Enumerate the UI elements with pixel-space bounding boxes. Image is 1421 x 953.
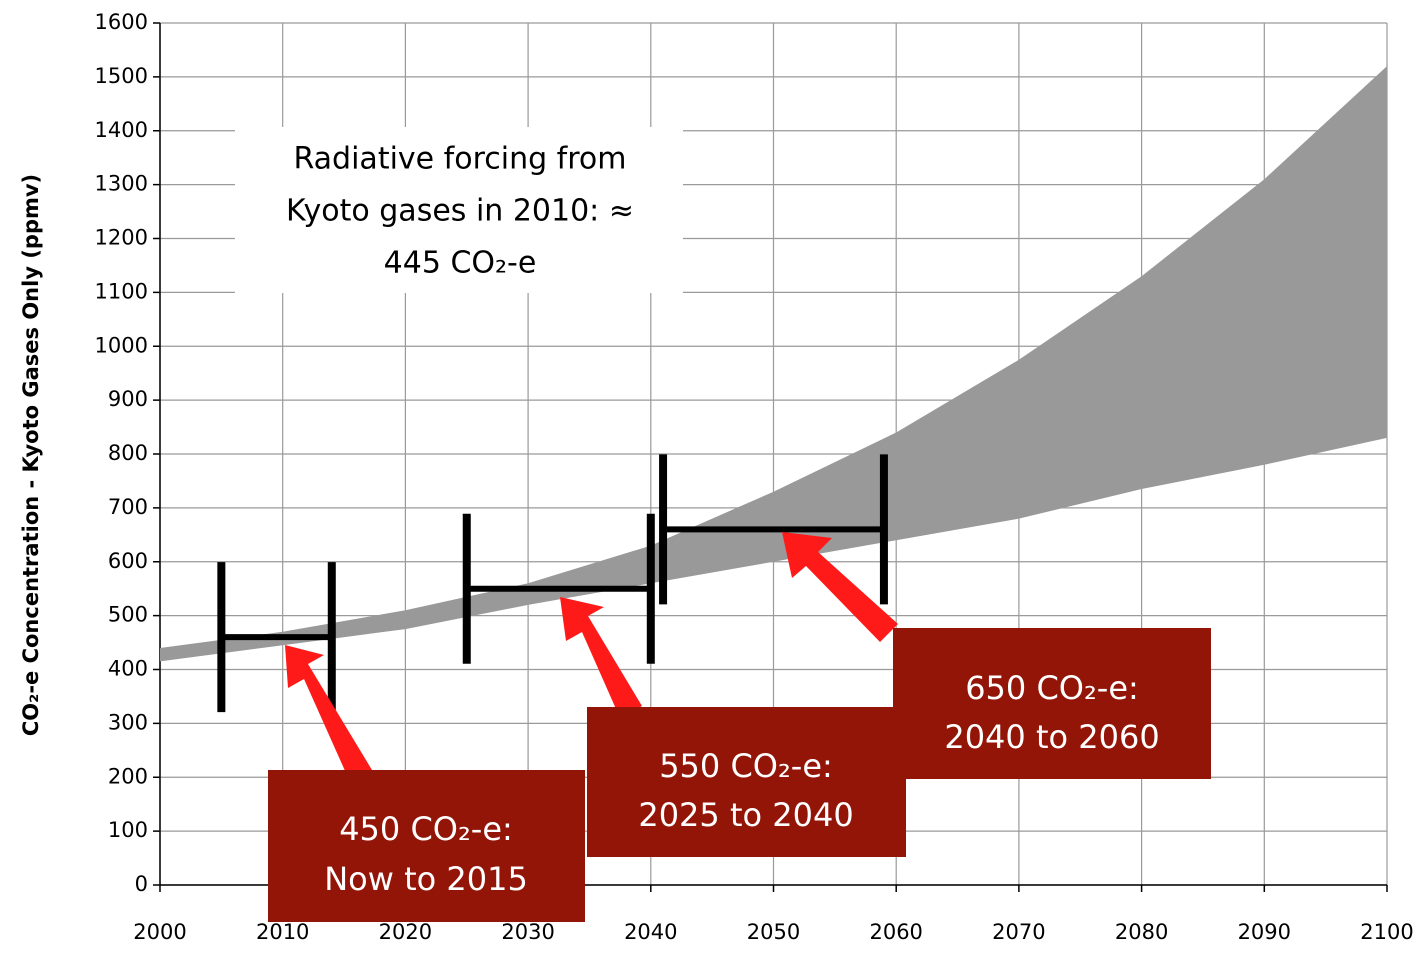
y-tick-label: 500 [108,603,148,627]
x-tick-label: 2090 [1238,920,1291,944]
y-tick-label: 1000 [95,333,148,357]
x-tick-label: 2080 [1115,920,1168,944]
band [160,66,1387,662]
x-tick-label: 2000 [133,920,186,944]
note-box [235,127,683,293]
y-tick-label: 600 [108,549,148,573]
annotation-text: 450 CO₂-e: [339,810,513,848]
y-tick-label: 200 [108,764,148,788]
x-tick-label: 2100 [1360,920,1413,944]
annotation-text: 650 CO₂-e: [965,669,1139,707]
y-axis-label: CO₂-e Concentration - Kyoto Gases Only (… [19,174,43,736]
x-tick-label: 2020 [379,920,432,944]
note-line: Radiative forcing from [293,142,626,177]
y-tick-label: 1500 [95,64,148,88]
annotation-text: 550 CO₂-e: [659,747,833,785]
y-tick-label: 0 [135,872,148,896]
annotation-box [893,628,1211,779]
x-tick-label: 2050 [747,920,800,944]
y-tick-label: 1600 [95,10,148,34]
arrow [285,645,372,782]
arrow [782,532,898,642]
note-line: 445 CO₂-e [384,246,537,281]
y-tick-label: 300 [108,710,148,734]
annotation-box [268,770,585,922]
annotation-text: 2040 to 2060 [944,718,1159,756]
x-tick-label: 2060 [869,920,922,944]
annotation-box [587,707,906,857]
y-tick-label: 900 [108,387,148,411]
y-tick-label: 100 [108,818,148,842]
annotation-text: Now to 2015 [324,860,528,898]
y-tick-label: 400 [108,657,148,681]
arrow [560,597,642,718]
x-tick-label: 2040 [624,920,677,944]
y-tick-label: 800 [108,441,148,465]
note-line: Kyoto gases in 2010: ≈ [286,194,634,229]
annotation-text: 2025 to 2040 [638,796,853,834]
x-tick-label: 2070 [992,920,1045,944]
y-tick-label: 1100 [95,279,148,303]
y-tick-label: 1200 [95,226,148,250]
x-tick-label: 2030 [501,920,554,944]
arrows [285,532,898,782]
y-tick-label: 1300 [95,172,148,196]
x-tick-label: 2010 [256,920,309,944]
y-tick-label: 700 [108,495,148,519]
y-tick-label: 1400 [95,118,148,142]
